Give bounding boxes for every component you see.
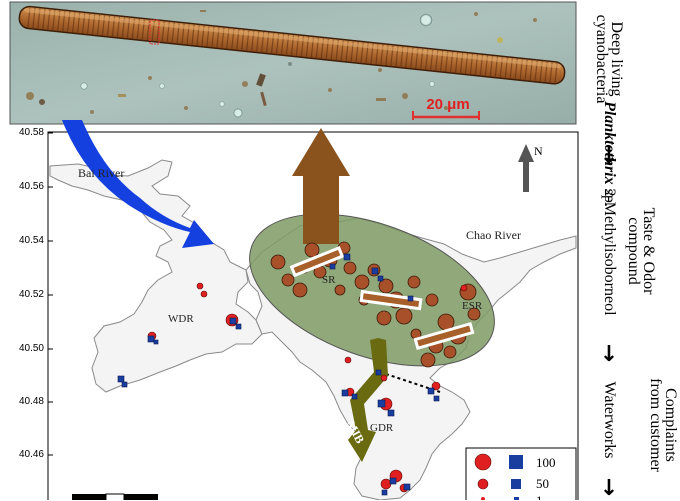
y-axis-ticks (48, 132, 53, 456)
chain-step-waterworks: Waterworks (601, 381, 618, 459)
filament-icons (289, 245, 475, 351)
chain-text: Complaints (662, 388, 679, 462)
brown-up-arrow-icon (292, 128, 350, 244)
label-wdr: WDR (168, 313, 194, 325)
legend-label-1: 1 (536, 493, 543, 500)
legend-label-100: 100 (536, 455, 556, 470)
y-tick-label: 40.48 (18, 396, 44, 407)
river-label-east: Chao River (466, 228, 521, 242)
chain-text: cyanobacteria (593, 14, 610, 104)
species-italic: Planktothrix (601, 101, 618, 185)
y-tick-label: 40.54 (18, 235, 44, 246)
label-gdr: GDR (370, 422, 394, 434)
olive-mib-arrow-icon (348, 338, 388, 462)
chain-arrow-icon: ↓ (599, 476, 619, 501)
y-tick-label: 40.46 (18, 449, 44, 460)
chain-text: from customer (647, 378, 664, 472)
north-arrow-icon (518, 144, 534, 192)
label-esr: ESR (462, 300, 483, 312)
label-sr: SR (322, 274, 336, 286)
chain-column-3: Complaints from customer (647, 0, 679, 500)
chain-step-2mib: 2-Methylisoborneol (601, 188, 618, 316)
y-tick-label: 40.56 (18, 181, 44, 192)
micrograph-bubbles (80, 13, 435, 118)
chain-text: Deep living (608, 21, 625, 97)
chain-text: 2-Methylisoborneol (601, 188, 618, 316)
chain-text: Waterworks (601, 381, 618, 459)
chain-text: compound (625, 217, 642, 285)
chain-arrow-icon: ↓ (599, 144, 619, 169)
sample-markers (117, 253, 468, 496)
map-scale-bar (72, 493, 158, 500)
legend-label-50: 50 (536, 476, 549, 491)
chain-step-deep-living: Deep living cyanobacteria (593, 14, 625, 104)
legend-symbols (474, 453, 523, 500)
scale-bar (412, 111, 480, 120)
y-tick-label: 40.58 (18, 127, 44, 138)
river-label-west: Bai River (78, 166, 125, 180)
y-tick-label: 40.50 (18, 343, 44, 354)
y-tick-label: 40.52 (18, 289, 44, 300)
north-label: N (534, 144, 543, 158)
chain-arrow-icon: ↓ (599, 342, 619, 367)
scale-bar-label: 20 μm (426, 96, 470, 113)
chain-step-complaints: Complaints from customer (647, 378, 679, 472)
chain-column-1: Deep living cyanobacteria Planktothrix s… (593, 0, 625, 501)
measurement-mark (149, 19, 160, 45)
blue-curved-arrow-icon (62, 120, 214, 248)
